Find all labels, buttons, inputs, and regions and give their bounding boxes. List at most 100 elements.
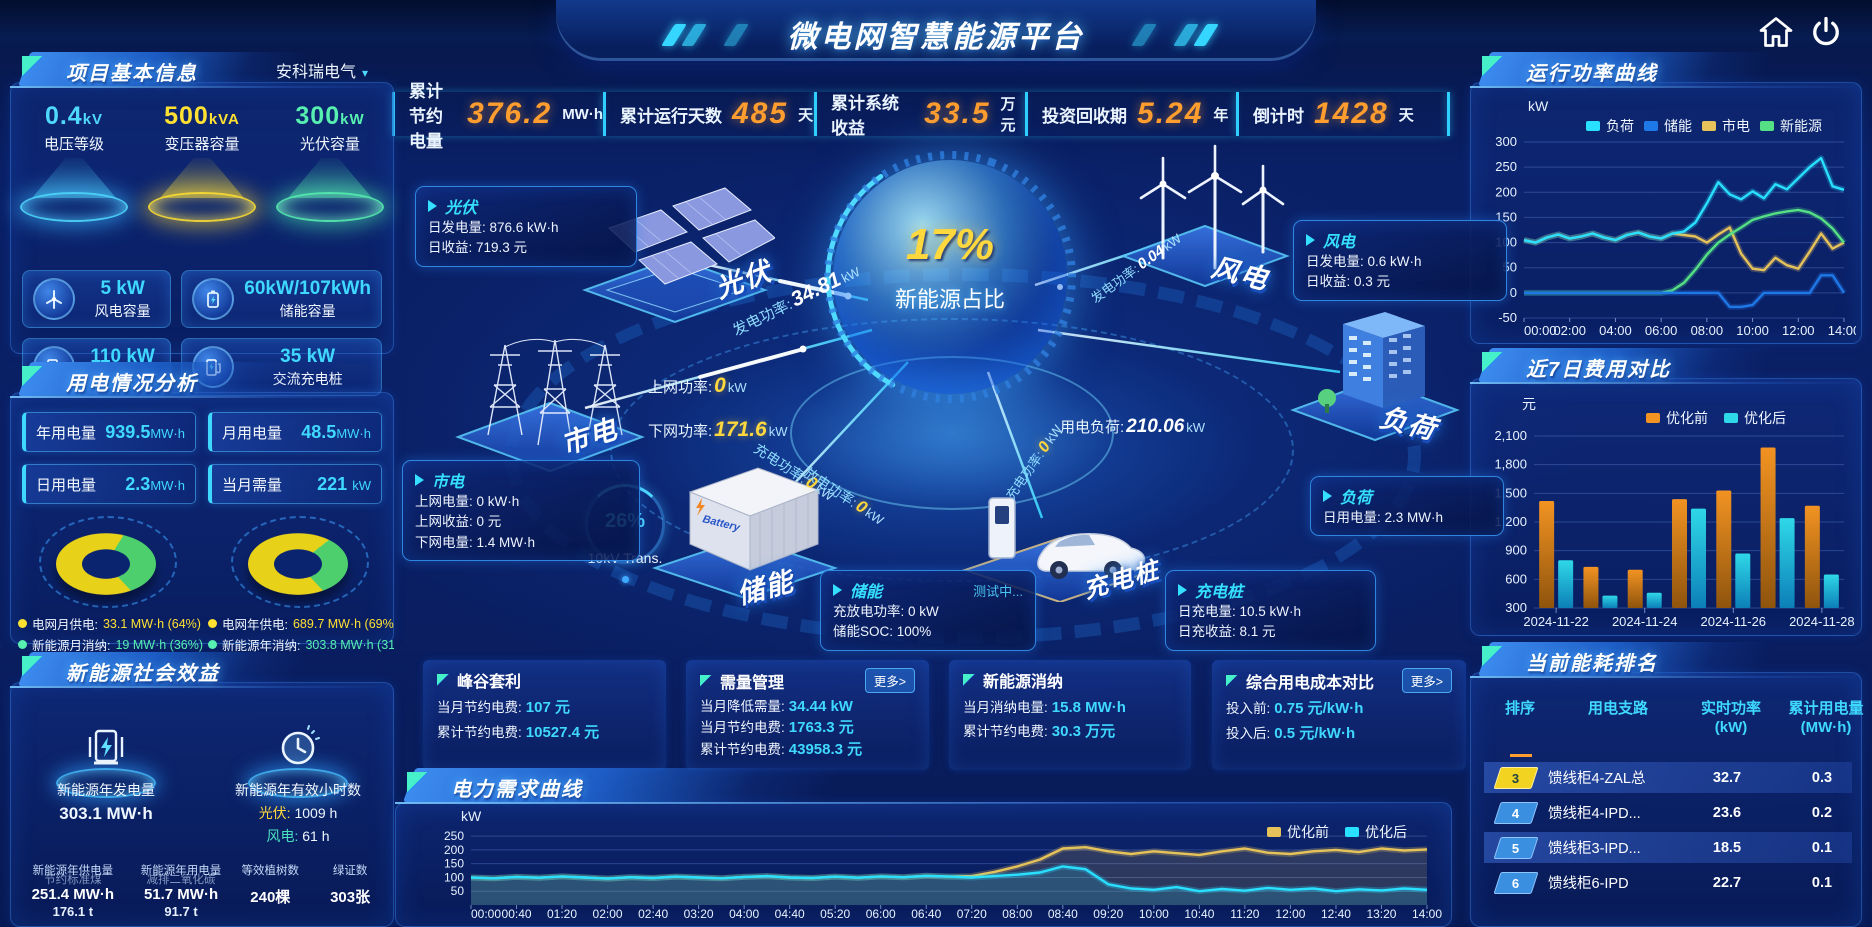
panel-title: 电力需求曲线 bbox=[451, 779, 583, 801]
legend-item[interactable]: 负荷 bbox=[1586, 116, 1634, 136]
legend-renew-month: 新能源月消纳: 19 MW·h (36%) bbox=[18, 635, 204, 654]
demand-chart-legend: 优化前 优化后 bbox=[1267, 822, 1407, 842]
svg-text:02:40: 02:40 bbox=[638, 907, 668, 921]
grid-node-illustration bbox=[455, 338, 645, 473]
kpi-corner-icon bbox=[700, 674, 712, 687]
svg-text:08:40: 08:40 bbox=[1048, 907, 1078, 921]
donut-year-chart[interactable] bbox=[223, 512, 373, 608]
svg-text:03:20: 03:20 bbox=[684, 907, 714, 921]
svg-text:06:00: 06:00 bbox=[1645, 323, 1678, 338]
legend-grid-month: 电网月供电: 33.1 MW·h (64%) bbox=[18, 614, 204, 633]
panel-demand-curve: 电力需求曲线 kW 优化前 优化后 250 200 150 100 50 00:00 00:4… bbox=[395, 768, 1452, 927]
rank-badge: 5 bbox=[1493, 836, 1539, 859]
legend-item[interactable]: 优化前 bbox=[1646, 408, 1708, 428]
table-row[interactable]: 6 馈线柜6-IPD 22.7 0.1 bbox=[1484, 867, 1852, 898]
svg-text:600: 600 bbox=[1505, 571, 1527, 586]
svg-text:150: 150 bbox=[444, 857, 464, 871]
stats-bar: 累计节约电量 376.2 MW·h 累计运行天数 485 天 累计系统收益 33… bbox=[392, 82, 1450, 151]
panel-title: 近7日费用对比 bbox=[1526, 359, 1672, 381]
chevron-right-icon bbox=[428, 200, 437, 212]
legend-item[interactable]: 新能源 bbox=[1760, 116, 1822, 136]
demand-chart[interactable]: kW 优化前 优化后 250 200 150 100 50 00:00 00:40 01:20 0… bbox=[443, 808, 1443, 921]
panel-title: 当前能耗排名 bbox=[1526, 653, 1658, 675]
panel-title: 项目基本信息 bbox=[66, 63, 198, 85]
table-row[interactable]: 4 馈线柜4-IPD... 23.6 0.2 bbox=[1484, 797, 1852, 828]
stat-system-income: 累计系统收益 33.5 万元 bbox=[814, 92, 1025, 138]
stat-countdown: 倒计时 1428 天 bbox=[1236, 92, 1447, 136]
legend-marker-icon bbox=[1345, 827, 1359, 837]
svg-text:2024-11-28: 2024-11-28 bbox=[1789, 614, 1855, 629]
rank-badge: 3 bbox=[1493, 766, 1539, 789]
legend-marker-icon bbox=[1646, 413, 1660, 423]
legend-marker-icon bbox=[1702, 121, 1716, 131]
flow-load-power: 用电负荷: 210.06 kW bbox=[1060, 416, 1206, 437]
company-dropdown[interactable]: 安科瑞电气 ▾ bbox=[275, 64, 368, 81]
generation-icon bbox=[46, 698, 166, 798]
svg-text:10:00: 10:00 bbox=[1736, 323, 1769, 338]
legend-item[interactable]: 市电 bbox=[1702, 116, 1750, 136]
renewable-share-percent: 17% bbox=[905, 220, 995, 269]
home-icon[interactable] bbox=[1758, 14, 1794, 50]
panel-usage-analysis: 用电情况分析 年用电量 939.5MW·h 月用电量 48.5MW·h 日用电量… bbox=[10, 362, 394, 653]
svg-text:200: 200 bbox=[444, 843, 464, 857]
more-button[interactable]: 更多> bbox=[864, 668, 915, 693]
load-node-illustration bbox=[1290, 312, 1460, 442]
kpi-corner-icon bbox=[963, 674, 975, 686]
table-row[interactable]: 5 馈线柜3-IPD... 18.5 0.1 bbox=[1484, 832, 1852, 863]
info-box-wind: 风电 日发电量: 0.6 kW·h 日收益: 0.3 元 bbox=[1293, 220, 1507, 301]
ranking-table-header: 排序 用电支路 实时功率 (kW) 累计用电量 (MW·h) bbox=[1504, 700, 1864, 736]
cost-compare-chart[interactable]: 元 优化前 优化后 2,100 1,800 1,500 1,200 900 600 300 20… bbox=[1494, 396, 1855, 629]
chevron-right-icon bbox=[1323, 490, 1332, 502]
chevron-right-icon bbox=[1178, 584, 1187, 596]
legend-item[interactable]: 优化后 bbox=[1345, 822, 1407, 842]
spotlight-voltage-level: 0.4kV 电压等级 bbox=[10, 102, 138, 222]
panel-title: 运行功率曲线 bbox=[1526, 63, 1658, 85]
wind-node-illustration bbox=[1120, 144, 1290, 288]
legend-renew-year: 新能源年消纳:303.8 MW·h (31%) bbox=[208, 635, 394, 654]
svg-text:12:40: 12:40 bbox=[1321, 907, 1351, 921]
svg-text:2024-11-24: 2024-11-24 bbox=[1612, 614, 1678, 629]
benefit-stat-3: 等效植树数 240棵 bbox=[241, 865, 300, 906]
renewable-share-label: 新能源占比 bbox=[894, 287, 1005, 312]
svg-text:04:00: 04:00 bbox=[1599, 323, 1632, 338]
svg-text:250: 250 bbox=[1495, 159, 1517, 174]
legend-item[interactable]: 优化后 bbox=[1724, 408, 1786, 428]
more-button[interactable]: 更多> bbox=[1401, 668, 1452, 693]
card-wind-capacity: 5 kW 风电容量 bbox=[22, 270, 172, 328]
svg-text:300: 300 bbox=[1505, 600, 1527, 615]
svg-text:2,100: 2,100 bbox=[1494, 428, 1527, 443]
svg-text:01:20: 01:20 bbox=[547, 907, 577, 921]
svg-text:2024-11-22: 2024-11-22 bbox=[1523, 614, 1589, 629]
benefit-stat-2: 新能源年用电量 减排二氧化碳 51.7 MW·h 91.7 t bbox=[140, 865, 222, 919]
ranking-table-body: 3 馈线柜4-ZAL总 32.7 0.3 4 馈线柜4-IPD... 23.6 … bbox=[1484, 762, 1852, 919]
svg-text:14:00: 14:00 bbox=[1828, 323, 1856, 338]
benefit-stat-4: 绿证数 303张 bbox=[330, 865, 371, 906]
kpi-cost-comparison: 综合用电成本对比 更多> 投入前: 0.75 元/kW·h 投入后: 0.5 元/k… bbox=[1212, 660, 1466, 770]
svg-text:12:00: 12:00 bbox=[1275, 907, 1305, 921]
legend-marker-icon bbox=[1724, 413, 1738, 423]
donut-month-chart[interactable] bbox=[31, 512, 181, 608]
panel-project-info: 项目基本信息 安科瑞电气 ▾ 0.4kV 电压等级 500kVA 变压器容量 30… bbox=[10, 52, 394, 396]
svg-text:14:00: 14:00 bbox=[1412, 907, 1442, 921]
card-month-energy: 月用电量 48.5MW·h bbox=[208, 412, 382, 452]
power-icon[interactable] bbox=[1808, 14, 1844, 50]
legend-item[interactable]: 优化前 bbox=[1267, 822, 1329, 842]
svg-text:12:00: 12:00 bbox=[1782, 323, 1815, 338]
flow-feed-in: 上网功率:0 kW bbox=[648, 374, 747, 397]
svg-text:02:00: 02:00 bbox=[1553, 323, 1586, 338]
svg-text:300: 300 bbox=[1495, 134, 1517, 149]
legend-item[interactable]: 储能 bbox=[1644, 116, 1692, 136]
table-row[interactable]: 3 馈线柜4-ZAL总 32.7 0.3 bbox=[1484, 762, 1852, 793]
wind-turbine-icon bbox=[33, 278, 75, 320]
chevron-right-icon bbox=[833, 584, 842, 596]
chevron-down-icon: ▾ bbox=[361, 66, 368, 80]
chevron-right-icon bbox=[1306, 234, 1315, 246]
benefit-stat-1: 新能源年供电量 节约标准煤 251.4 MW·h 176.1 t bbox=[31, 865, 115, 919]
card-year-energy: 年用电量 939.5MW·h bbox=[22, 412, 196, 452]
svg-text:04:00: 04:00 bbox=[729, 907, 759, 921]
svg-text:900: 900 bbox=[1505, 543, 1527, 558]
svg-text:1,800: 1,800 bbox=[1494, 457, 1527, 472]
